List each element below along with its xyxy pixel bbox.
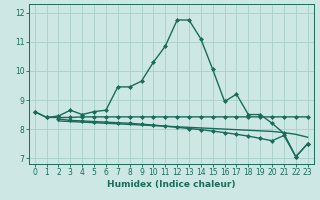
X-axis label: Humidex (Indice chaleur): Humidex (Indice chaleur) bbox=[107, 180, 236, 189]
